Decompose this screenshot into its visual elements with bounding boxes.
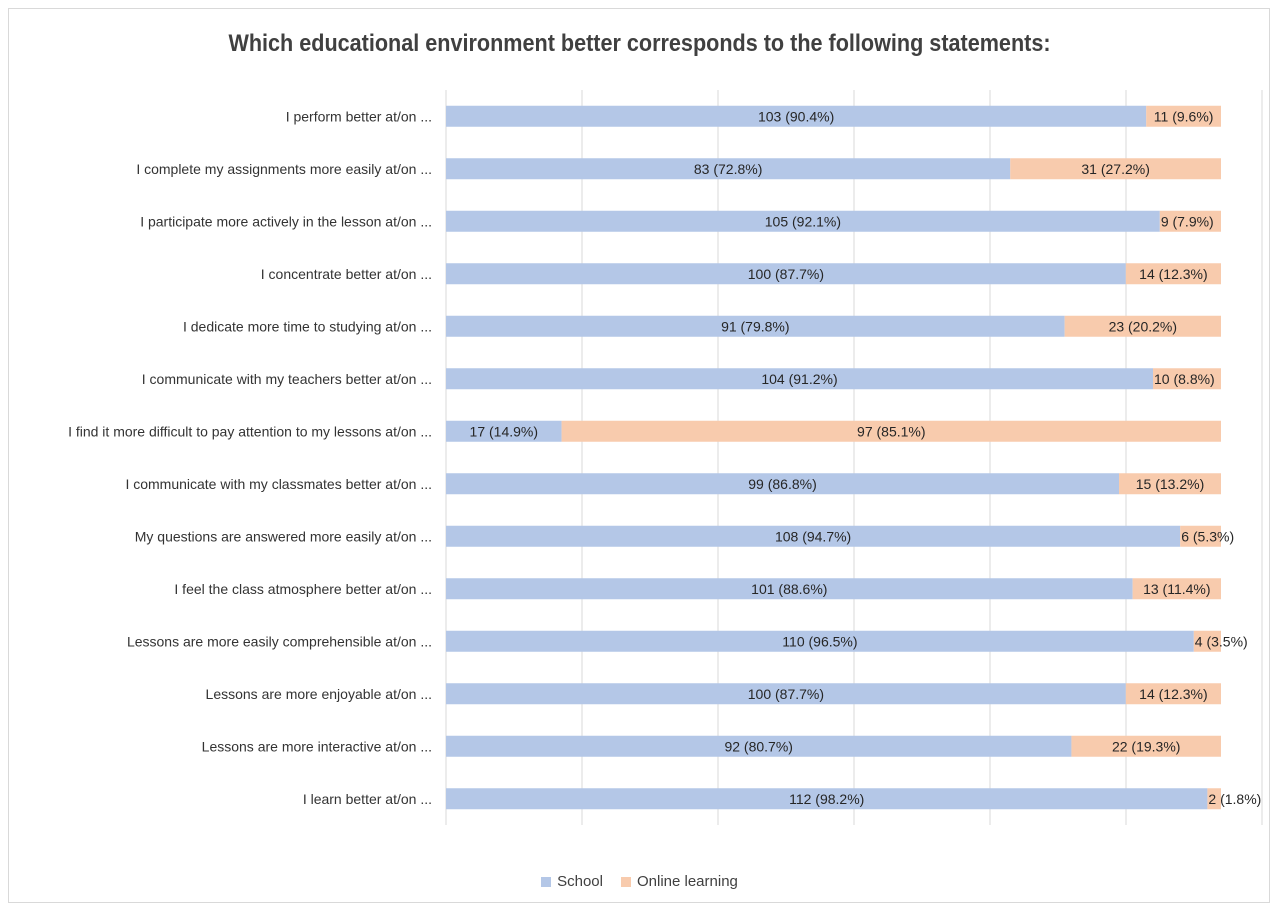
bar-school — [446, 630, 1194, 652]
data-label-school: 100 (87.7%) — [748, 266, 824, 282]
category-label: I find it more difficult to pay attentio… — [68, 423, 432, 439]
bar-online-learning — [1146, 105, 1221, 127]
data-label-school: 105 (92.1%) — [765, 213, 841, 229]
bar-school — [446, 735, 1072, 757]
bar-online-learning — [1207, 788, 1221, 810]
bar-online-learning — [1125, 263, 1221, 285]
bar-school — [446, 578, 1133, 600]
data-label-online-learning: 14 (12.3%) — [1139, 266, 1207, 282]
data-label-school: 104 (91.2%) — [761, 371, 837, 387]
data-label-online-learning: 10 (8.8%) — [1154, 371, 1215, 387]
bar-online-learning — [1125, 683, 1221, 705]
category-label: Lessons are more interactive at/on ... — [202, 738, 432, 754]
data-label-online-learning: 22 (19.3%) — [1112, 738, 1180, 754]
category-label: I communicate with my teachers better at… — [142, 371, 432, 387]
chart-title: Which educational environment better cor… — [228, 30, 1051, 57]
bar-school — [446, 420, 562, 442]
data-label-school: 100 (87.7%) — [748, 686, 824, 702]
data-label-school: 112 (98.2%) — [789, 791, 864, 807]
data-label-online-learning: 6 (5.3%) — [1181, 528, 1234, 544]
category-label: I dedicate more time to studying at/on .… — [183, 318, 432, 334]
category-label: Lessons are more easily comprehensible a… — [127, 633, 432, 649]
data-label-online-learning: 15 (13.2%) — [1136, 476, 1204, 492]
bar-online-learning — [1159, 210, 1221, 232]
bar-school — [446, 525, 1181, 547]
legend: School Online learning — [0, 873, 1279, 890]
data-label-school: 92 (80.7%) — [724, 738, 792, 754]
bar-school — [446, 473, 1120, 495]
bar-online-learning — [1132, 578, 1221, 600]
gridlines — [445, 90, 1263, 825]
bar-school — [446, 683, 1126, 705]
legend-swatch-school — [541, 876, 552, 887]
bar-school — [446, 158, 1011, 180]
bar-school — [446, 263, 1126, 285]
bar-online-learning — [1180, 525, 1221, 547]
bar-school — [446, 105, 1147, 127]
legend-swatch-online-learning — [620, 876, 631, 887]
data-label-online-learning: 13 (11.4%) — [1143, 581, 1210, 597]
data-label-school: 101 (88.6%) — [751, 581, 827, 597]
category-label: I concentrate better at/on ... — [261, 266, 432, 282]
data-label-online-learning: 14 (12.3%) — [1139, 686, 1207, 702]
bar-school — [446, 788, 1208, 810]
category-label: I communicate with my classmates better … — [125, 476, 432, 492]
category-label: I perform better at/on ... — [286, 108, 432, 124]
bar-online-learning — [1010, 158, 1221, 180]
data-label-school: 99 (86.8%) — [748, 476, 816, 492]
category-label: I feel the class atmosphere better at/on… — [174, 581, 432, 597]
bar-online-learning — [561, 420, 1221, 442]
bars — [446, 105, 1221, 810]
legend-label-online-learning: Online learning — [636, 873, 738, 890]
bar-school — [446, 368, 1154, 390]
bar-online-learning — [1064, 315, 1221, 337]
bar-online-learning — [1153, 368, 1221, 390]
data-label-school: 103 (90.4%) — [758, 108, 834, 124]
legend-item-school: School — [541, 873, 603, 890]
data-label-online-learning: 4 (3.5%) — [1195, 633, 1248, 649]
category-label: Lessons are more enjoyable at/on ... — [206, 686, 432, 702]
category-label: I complete my assignments more easily at… — [136, 161, 432, 177]
data-label-online-learning: 2 (1.8%) — [1208, 791, 1261, 807]
data-label-online-learning: 97 (85.1%) — [857, 423, 925, 439]
category-labels: I perform better at/on ... I complete my … — [68, 108, 432, 807]
data-labels: 103 (90.4%) 11 (9.6%) 83 (72.8%) 31 (27.2%)… — [470, 108, 1262, 807]
data-label-school: 108 (94.7%) — [775, 528, 851, 544]
category-label: My questions are answered more easily at… — [135, 528, 432, 544]
data-label-school: 91 (79.8%) — [721, 318, 789, 334]
category-label: I learn better at/on ... — [303, 791, 432, 807]
category-label: I participate more actively in the lesso… — [140, 213, 432, 229]
data-label-online-learning: 31 (27.2%) — [1081, 161, 1149, 177]
legend-item-online-learning: Online learning — [620, 873, 738, 890]
data-label-school: 110 (96.5%) — [782, 633, 857, 649]
bar-online-learning — [1193, 630, 1221, 652]
data-label-online-learning: 11 (9.6%) — [1154, 108, 1214, 124]
data-label-school: 17 (14.9%) — [470, 423, 538, 439]
bar-school — [446, 315, 1065, 337]
data-label-online-learning: 9 (7.9%) — [1161, 213, 1214, 229]
bar-school — [446, 210, 1160, 232]
data-label-online-learning: 23 (20.2%) — [1109, 318, 1177, 334]
bar-online-learning — [1119, 473, 1221, 495]
data-label-school: 83 (72.8%) — [694, 161, 762, 177]
bar-online-learning — [1071, 735, 1221, 757]
legend-label-school: School — [557, 873, 603, 890]
